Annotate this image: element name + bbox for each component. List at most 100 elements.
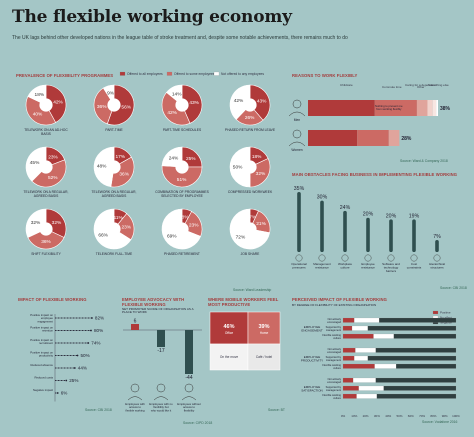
pie-category-label: TELEWORK ON A REGULAR, AGREED BASIS (24, 190, 69, 198)
pie-slice (229, 146, 251, 188)
pie-value-label: 42% (167, 110, 177, 116)
perceived-xtick: 100% (452, 414, 460, 418)
mobile-cell-label: Home (260, 331, 269, 335)
reasons-legend-label: Other (417, 85, 425, 89)
perceived-bar-segment (376, 393, 457, 399)
perceived-group-label: EMPLOYEE ENGAGEMENT (301, 325, 323, 332)
perceived-xtick: 40% (385, 414, 391, 418)
pie-category-label: SHIFT FLEXIBILITY (31, 252, 61, 256)
perceived-bar-segment (342, 355, 355, 361)
pie-slice (25, 208, 47, 238)
pie-value-label: 36% (41, 239, 51, 245)
pie-hole (175, 160, 189, 174)
perceived-source: Source: Vodafone 2016 (422, 420, 458, 424)
perceived-legend-swatch (432, 315, 439, 320)
obstacle-category-label: Employee resistance (361, 262, 375, 269)
impact-bar-end (73, 367, 76, 369)
perceived-bar-segment (367, 355, 457, 361)
obstacle-icon (341, 254, 349, 262)
pie-slice (249, 208, 259, 230)
pie-value-label: 56% (121, 105, 131, 111)
advocacy-category-label: Employees with access to flexible working (125, 402, 145, 412)
obstacle-bar (435, 240, 439, 252)
pie-value-label: 11% (114, 215, 124, 221)
obstacle-bar (343, 210, 347, 252)
mobile-cell-label: On the move (220, 355, 238, 359)
person-icon (292, 99, 302, 109)
pie-slice (249, 158, 271, 188)
obstacle-icon (410, 254, 418, 262)
perceived-legend-label: Negative (440, 321, 452, 325)
pies-legend-label: Offered to all employees (127, 72, 163, 76)
mobile-cell-value: 39% (258, 324, 269, 330)
perceived-group-label: EMPLOYEE SATISFACTION (301, 385, 322, 392)
pie-slice (27, 228, 65, 250)
impact-bar-end (87, 342, 90, 344)
advocacy-person-icon (153, 396, 169, 401)
pie-value-label: 8% (182, 215, 190, 221)
pie-value-label: 50% (233, 165, 243, 171)
perceived-bar-segment (342, 385, 359, 391)
perceived-row-label: Supported by management (326, 325, 342, 332)
pie-hole (107, 160, 121, 174)
impact-bar-end (56, 392, 59, 394)
pie-slice (93, 208, 132, 250)
obstacle-category-label: Operational pressures (291, 262, 307, 269)
impact-bar-end (91, 317, 93, 319)
perceived-xtick: 80% (430, 414, 436, 418)
mobile-cell-label: Office (225, 331, 233, 335)
perceived-bar-segment (353, 377, 376, 383)
obstacle-value-label: 19% (409, 213, 420, 219)
pie-slice (45, 146, 66, 168)
perceived-xtick: 50% (396, 414, 402, 418)
pie-slice (25, 96, 57, 126)
pie-slice (181, 208, 193, 230)
obstacle-category-label: Hierarchical structures (429, 262, 445, 269)
perceived-xtick: 20% (363, 414, 369, 418)
perceived-bar-segment (342, 347, 356, 353)
reasons-bar-segment (308, 100, 375, 116)
mobile-cell-value: 46% (223, 324, 234, 330)
pie-slice (166, 84, 183, 106)
obstacle-category-label: Workplace culture (338, 262, 352, 269)
reasons-legend-label: Something else (428, 83, 449, 87)
pie-slice (113, 146, 132, 168)
pie-value-label: 23% (121, 225, 131, 231)
pie-value-label: 32% (256, 171, 266, 177)
pie-value-label: 48% (97, 164, 107, 170)
reasons-bar-segment (416, 100, 428, 116)
pies-legend-label: Offered to some employees (174, 72, 215, 76)
impact-bar-end (76, 354, 79, 357)
obstacles-source: Source: CBI 2018 (440, 286, 467, 290)
mobile-cell-label: Café / hotel (256, 355, 273, 359)
pie-category-label: PHASED RETURN FROM LEAVE (225, 128, 276, 132)
perceived-title: Perceived impact of flexible working (292, 297, 387, 302)
reasons-bar-segment (436, 100, 438, 116)
pie-slice (229, 208, 270, 250)
perceived-bar-segment (383, 385, 457, 391)
pie-slice (106, 84, 135, 126)
pie-category-label: PART-TIME SCHEDULES (163, 128, 202, 132)
pie-slice (102, 84, 115, 107)
person-icon (288, 141, 306, 147)
advocacy-category-label: Employees without access to flexibility (177, 402, 201, 412)
pie-slice (113, 208, 128, 230)
pies-legend-label: Not offered to any employees (221, 72, 264, 76)
advocacy-value-label: -44 (185, 375, 192, 381)
pie-category-label: PART-TIME (105, 128, 123, 132)
perceived-bar-segment (354, 355, 368, 361)
pie-value-label: 66% (98, 233, 108, 239)
mobile-cell (247, 311, 281, 345)
reasons-end-label: 28% (401, 136, 412, 142)
perceived-xtick: 0% (341, 414, 346, 418)
obstacle-icon (387, 254, 395, 262)
reasons-legend-label: Caring for a dependant (405, 83, 436, 87)
pie-slice (249, 146, 269, 168)
pie-slice (161, 91, 191, 126)
reasons-end-label: 38% (440, 106, 451, 112)
obstacle-value-label: 35% (294, 186, 305, 192)
impact-value-label: 82% (95, 316, 104, 321)
pie-value-label: 36% (97, 104, 107, 110)
